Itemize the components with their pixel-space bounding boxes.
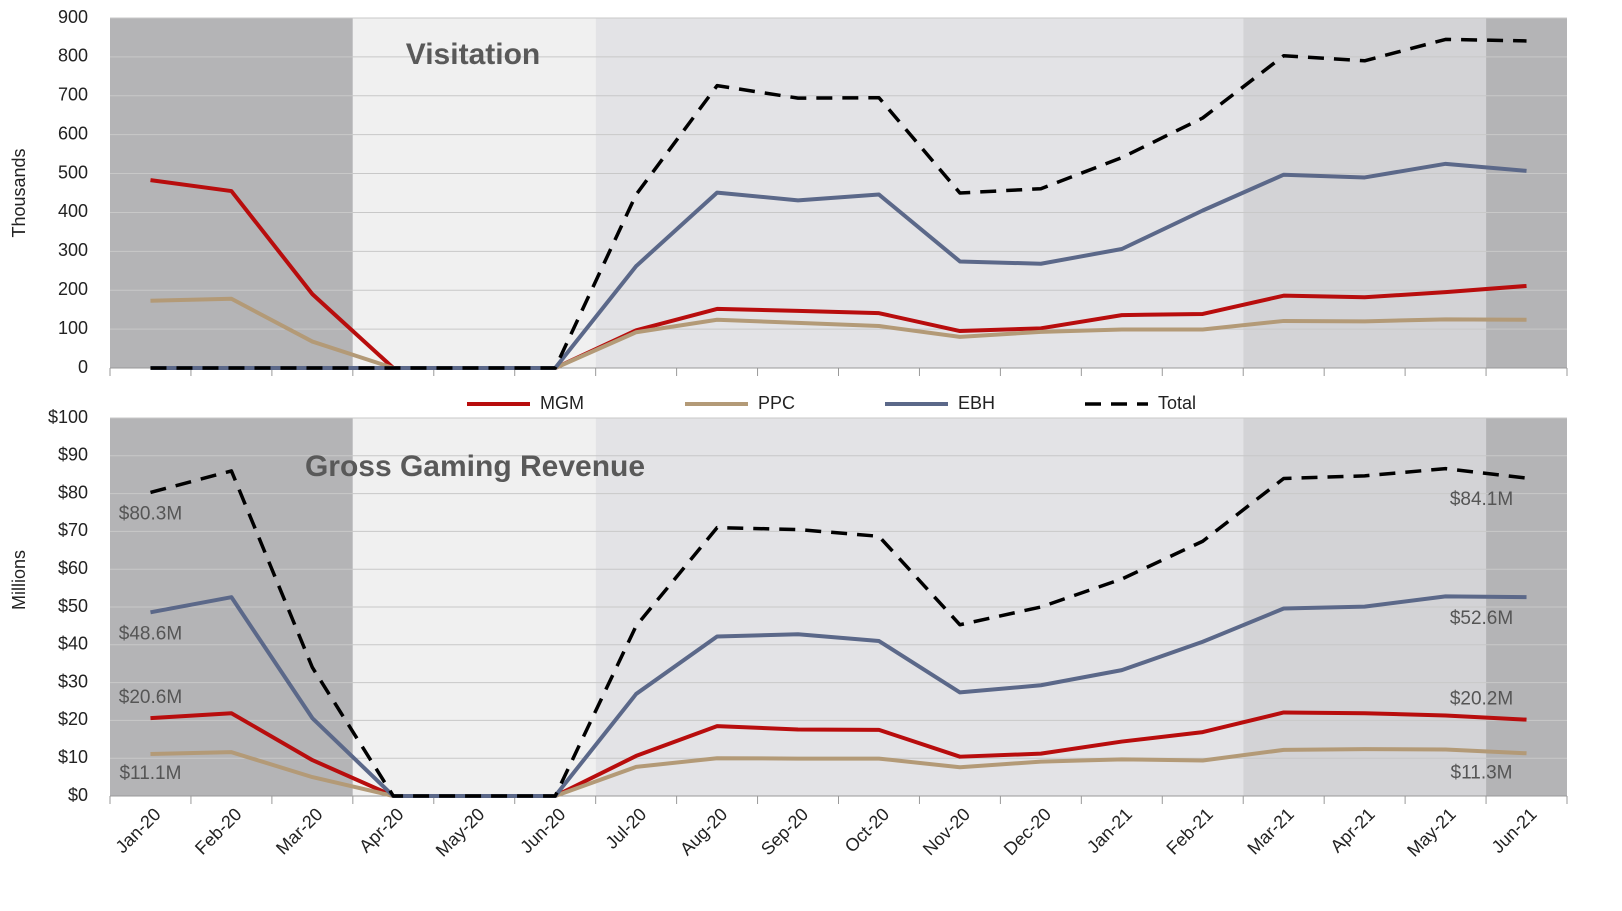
series-line — [150, 161, 1527, 370]
period-shade — [595, 18, 1244, 368]
x-tick-label: May-20 — [432, 804, 489, 861]
x-tick-label: Jan-20 — [112, 804, 165, 857]
series-line — [150, 710, 1527, 798]
y-tick-label: $0 — [68, 785, 88, 805]
value-label: $80.3M — [119, 503, 182, 524]
legend-label: EBH — [958, 393, 995, 413]
y-tick-label: 0 — [78, 357, 88, 377]
y-tick-label: 200 — [58, 279, 88, 299]
value-label: $84.1M — [1450, 489, 1513, 510]
x-tick-label: Aug-20 — [676, 804, 731, 859]
y-tick-label: $70 — [58, 520, 88, 540]
value-label: $48.6M — [119, 623, 182, 644]
y-tick-label: 800 — [58, 46, 88, 66]
y-axis-label: Millions — [9, 550, 29, 610]
x-tick-label: Feb-20 — [191, 804, 245, 858]
value-label: $11.1M — [119, 763, 181, 784]
period-shade — [1486, 18, 1567, 368]
series-line — [150, 594, 1527, 798]
y-tick-label: $60 — [58, 558, 88, 578]
y-tick-label: 100 — [58, 318, 88, 338]
legend-label: MGM — [540, 393, 584, 413]
y-tick-label: 900 — [58, 7, 88, 27]
y-tick-label: 500 — [58, 162, 88, 182]
x-tick-label: Dec-20 — [1000, 804, 1055, 859]
value-label: $52.6M — [1450, 608, 1513, 629]
x-tick-label: Apr-21 — [1326, 804, 1378, 856]
legend-label: Total — [1158, 393, 1196, 413]
period-shade — [1243, 18, 1487, 368]
y-tick-label: $90 — [58, 445, 88, 465]
x-tick-label: Oct-20 — [841, 804, 893, 856]
chart-title: Visitation — [406, 38, 540, 71]
y-tick-label: $20 — [58, 709, 88, 729]
series-line — [150, 178, 1527, 370]
y-tick-label: $100 — [48, 407, 88, 427]
y-tick-label: $80 — [58, 482, 88, 502]
x-tick-label: Feb-21 — [1162, 804, 1216, 858]
chart-title: Gross Gaming Revenue — [305, 450, 645, 483]
y-tick-label: 700 — [58, 85, 88, 105]
series-line — [150, 37, 1527, 370]
x-tick-label: Mar-21 — [1243, 804, 1297, 858]
y-tick-label: $50 — [58, 596, 88, 616]
y-tick-label: $40 — [58, 634, 88, 654]
x-tick-label: Nov-20 — [919, 804, 974, 859]
series-line — [150, 296, 1527, 370]
y-tick-label: $30 — [58, 671, 88, 691]
x-tick-label: Jun-21 — [1488, 804, 1541, 857]
y-tick-label: 400 — [58, 201, 88, 221]
y-tick-label: $10 — [58, 747, 88, 767]
value-label: $20.6M — [119, 687, 182, 708]
period-shade — [352, 18, 596, 368]
y-tick-label: 300 — [58, 240, 88, 260]
x-tick-label: Jan-21 — [1083, 804, 1136, 857]
y-axis-label: Thousands — [9, 148, 29, 237]
value-label: $20.2M — [1450, 689, 1513, 710]
value-label: $11.3M — [1451, 762, 1513, 783]
x-tick-label: Mar-20 — [272, 804, 326, 858]
x-tick-label: Jun-20 — [516, 804, 569, 857]
series-line — [150, 747, 1527, 798]
x-tick-label: Apr-20 — [355, 804, 407, 856]
y-tick-label: 600 — [58, 123, 88, 143]
series-line — [150, 466, 1527, 798]
x-tick-label: May-21 — [1403, 804, 1460, 861]
x-tick-label: Sep-20 — [757, 804, 812, 859]
legend-label: PPC — [758, 393, 795, 413]
x-tick-label: Jul-20 — [602, 804, 651, 853]
